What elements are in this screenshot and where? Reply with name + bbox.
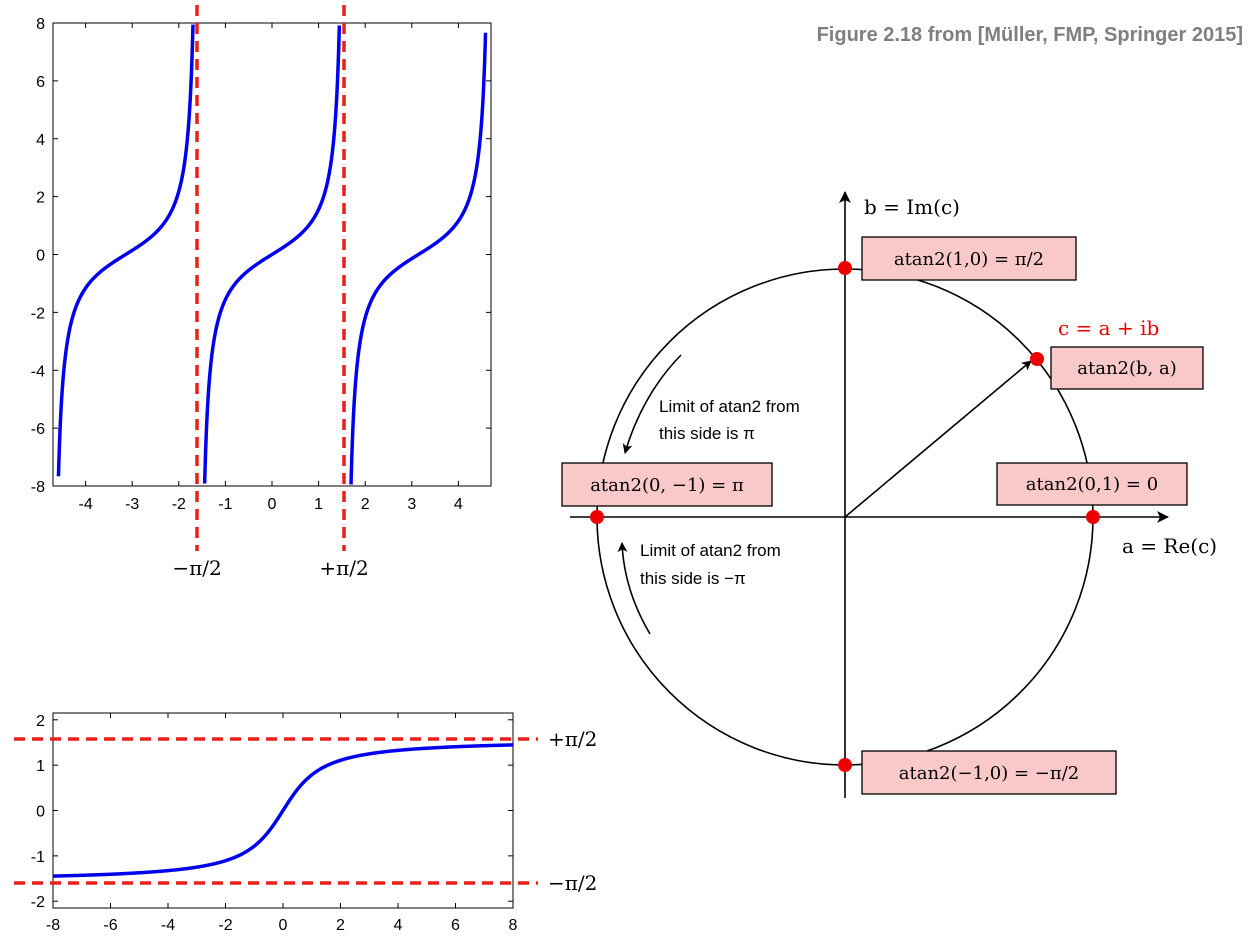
note-upper-line1: Limit of atan2 from — [659, 397, 800, 416]
tan-ytick-label: -4 — [31, 363, 45, 380]
tan-y-ticks: 8 6 4 2 0 -2 -4 -6 -8 — [31, 16, 491, 496]
atan-xtick-label: -8 — [46, 917, 60, 934]
atan-ytick-label: 1 — [36, 758, 45, 775]
atan-xtick-label: -6 — [103, 917, 117, 934]
box-bottom — [861, 750, 1117, 795]
box-left-label: atan2(0, −1) = π — [590, 475, 744, 496]
atan-xtick-label: 6 — [451, 917, 460, 934]
tan-xtick-label: -1 — [218, 496, 232, 513]
figure-credit: Figure 2.18 from [Müller, FMP, Springer … — [816, 24, 1243, 46]
tan-xtick-label: 1 — [314, 496, 323, 513]
tan-branch-1 — [202, 25, 342, 484]
atan-xtick-label: 0 — [279, 917, 288, 934]
atan-xtick-label: 4 — [394, 917, 403, 934]
tan-ytick-label: 8 — [36, 16, 45, 33]
atan-asymptote-label-top: +π/2 — [548, 727, 597, 751]
tan-asymptote-label-left: −π/2 — [172, 556, 221, 580]
box-right-label: atan2(0,1) = 0 — [1026, 474, 1158, 495]
box-bottom-label: atan2(−1,0) = −π/2 — [899, 763, 1079, 784]
atan-curve — [52, 743, 514, 878]
tan-xtick-label: -3 — [125, 496, 139, 513]
atan-plot: -8 -6 -4 -2 0 2 4 6 8 2 1 0 -1 -2 +π/2 −π/2 — [14, 712, 597, 934]
atan-xtick-label: 8 — [509, 917, 518, 934]
tan-ytick-label: 2 — [36, 190, 45, 207]
atan-xtick-label: -4 — [161, 917, 175, 934]
tan-xtick-label: -4 — [78, 496, 92, 513]
c-point-label: c = a + ib — [1058, 316, 1159, 340]
arc-arrow-lower — [617, 542, 651, 635]
unit-circle-diagram: b = Im(c) a = Re(c) c = a + ib Limit of … — [561, 191, 1217, 798]
tan-xtick-label: 3 — [407, 496, 416, 513]
atan-xtick-label: -2 — [218, 917, 232, 934]
atan-y-ticks: 2 1 0 -1 -2 — [31, 713, 513, 911]
tan-branch-0 — [56, 24, 195, 477]
tan-ytick-label: 0 — [36, 248, 45, 265]
note-upper-line2: this side is π — [659, 424, 755, 443]
box-right — [996, 462, 1188, 506]
atan-ytick-label: 2 — [36, 713, 45, 730]
real-axis-label: a = Re(c) — [1122, 534, 1217, 558]
box-c-label: atan2(b, a) — [1077, 358, 1176, 379]
arc-arrow-upper — [622, 354, 682, 454]
point-bottom — [838, 758, 852, 772]
tan-xtick-label: 4 — [454, 496, 463, 513]
tan-x-ticks: -4 -3 -2 -1 0 1 2 3 4 — [78, 23, 463, 513]
point-left — [590, 510, 604, 524]
point-c — [1030, 352, 1044, 366]
box-top-label: atan2(1,0) = π/2 — [894, 249, 1044, 270]
vector-c — [844, 360, 1032, 518]
tan-xtick-label: 2 — [361, 496, 370, 513]
atan-ytick-label: -2 — [31, 894, 45, 911]
point-right — [1086, 510, 1100, 524]
box-left — [561, 462, 773, 507]
atan-xtick-label: 2 — [336, 917, 345, 934]
atan-ytick-label: 0 — [36, 804, 45, 821]
atan-asymptote-label-bottom: −π/2 — [548, 871, 597, 895]
atan-x-ticks: -8 -6 -4 -2 0 2 4 6 8 — [46, 713, 518, 934]
atan-ytick-label: -1 — [31, 849, 45, 866]
tan-ytick-label: -6 — [31, 421, 45, 438]
tan-ytick-label: 6 — [36, 74, 45, 91]
tan-plot: -4 -3 -2 -1 0 1 2 3 4 8 6 4 2 0 -2 -4 -6 -8 −π/2 +π/2 — [31, 5, 492, 580]
note-lower-line1: Limit of atan2 from — [640, 541, 781, 560]
tan-xtick-label: 0 — [268, 496, 277, 513]
tan-ytick-label: -8 — [31, 479, 45, 496]
tan-ytick-label: 4 — [36, 132, 45, 149]
box-top — [861, 236, 1077, 281]
box-c — [1050, 346, 1204, 390]
tan-branch-2 — [349, 32, 488, 485]
imag-axis-label: b = Im(c) — [864, 195, 960, 219]
tan-ytick-label: -2 — [31, 305, 45, 322]
note-lower-line2: this side is −π — [640, 569, 746, 588]
tan-xtick-label: -2 — [172, 496, 186, 513]
tan-asymptote-label-right: +π/2 — [319, 556, 368, 580]
point-top — [838, 261, 852, 275]
tan-curves — [56, 24, 488, 485]
